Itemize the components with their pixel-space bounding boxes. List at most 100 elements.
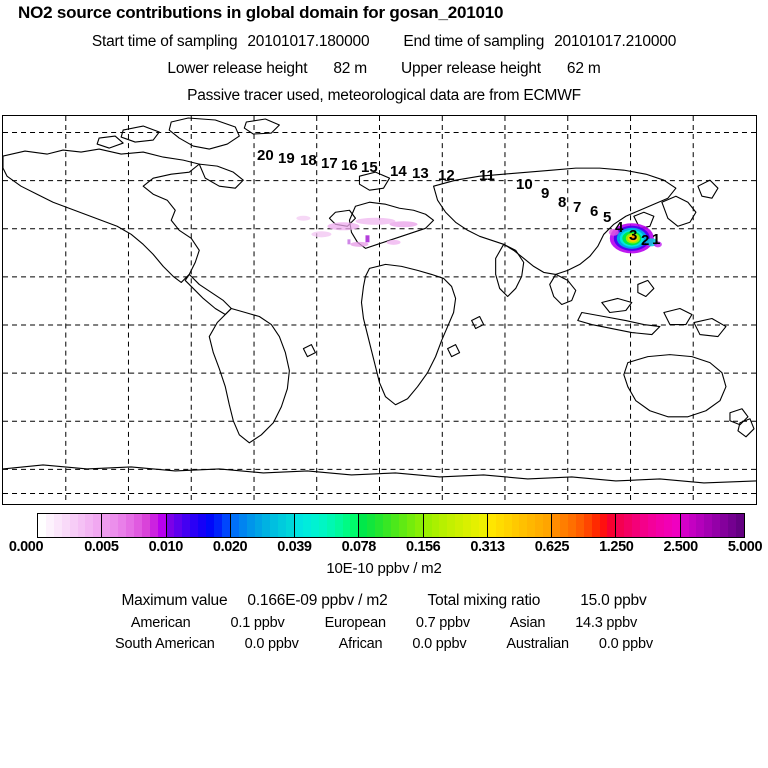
colorbar-cell bbox=[270, 514, 279, 537]
colorbar-cell bbox=[712, 514, 721, 537]
trajectory-hour-label: 8 bbox=[558, 194, 567, 211]
colorbar-segment bbox=[552, 514, 617, 537]
trajectory-hour-label: 14 bbox=[390, 163, 407, 180]
colorbar-segment bbox=[230, 514, 296, 537]
lower-release-value: 82 m bbox=[333, 60, 367, 77]
colorbar-segment bbox=[487, 514, 553, 537]
trajectory-hour-label: 1 bbox=[652, 231, 661, 248]
colorbar-cell bbox=[93, 514, 102, 537]
colorbar-cell bbox=[640, 514, 649, 537]
colorbar-cell bbox=[648, 514, 656, 537]
colorbar-tick: 0.039 bbox=[277, 539, 312, 555]
colorbar-cell bbox=[423, 514, 432, 537]
colorbar-tick: 0.078 bbox=[341, 539, 377, 555]
colorbar-tick: 0.000 bbox=[8, 539, 44, 555]
trajectory-hour-label: 19 bbox=[278, 150, 295, 167]
trajectory-hour-label: 2 bbox=[641, 232, 650, 249]
trajectory-hour-label: 15 bbox=[361, 159, 378, 176]
region-name-european: European bbox=[324, 615, 386, 631]
upper-release-value: 62 m bbox=[566, 60, 601, 77]
colorbar-cell bbox=[511, 514, 520, 537]
colorbar-cell bbox=[736, 514, 744, 537]
colorbar-tick: 0.625 bbox=[534, 539, 570, 555]
colorbar-cell bbox=[38, 514, 46, 537]
trajectory-hour-label: 18 bbox=[300, 152, 317, 169]
colorbar-cell bbox=[198, 514, 207, 537]
colorbar-cell bbox=[149, 514, 158, 537]
colorbar-cell bbox=[447, 514, 456, 537]
colorbar-cell bbox=[334, 514, 343, 537]
colorbar-cell bbox=[118, 514, 126, 537]
colorbar-cell bbox=[439, 514, 448, 537]
colorbar-cell bbox=[624, 514, 633, 537]
colorbar-cell bbox=[359, 514, 368, 537]
colorbar-cell bbox=[671, 514, 680, 537]
region-name-asian: Asian bbox=[509, 615, 546, 631]
colorbar-cell bbox=[575, 514, 584, 537]
colorbar-cell bbox=[632, 514, 641, 537]
colorbar-cell bbox=[688, 514, 697, 537]
start-time-value: 20101017.180000 bbox=[247, 33, 370, 50]
region-value-american: 0.1 ppbv bbox=[230, 615, 285, 631]
trajectory-hour-label: 13 bbox=[412, 165, 429, 182]
colorbar-cell bbox=[367, 514, 376, 537]
colorbar-segment bbox=[359, 514, 424, 537]
lower-release-label: Lower release height bbox=[167, 60, 308, 77]
colorbar-cell bbox=[663, 514, 672, 537]
colorbar-cell bbox=[696, 514, 705, 537]
region-value-south-american: 0.0 ppbv bbox=[244, 636, 299, 652]
colorbar-cell bbox=[616, 514, 625, 537]
colorbar-cell bbox=[326, 514, 335, 537]
colorbar-cell bbox=[398, 514, 407, 537]
graticule-gridlines bbox=[3, 116, 756, 504]
trajectory-hour-label: 12 bbox=[438, 167, 455, 184]
colorbar-cell bbox=[206, 514, 214, 537]
trajectory-hour-label: 17 bbox=[321, 155, 338, 172]
colorbar-cell bbox=[680, 514, 689, 537]
start-time-label: Start time of sampling bbox=[91, 33, 238, 50]
colorbar-segment bbox=[38, 514, 103, 537]
colorbar-cell bbox=[85, 514, 94, 537]
coastline-outlines bbox=[3, 117, 756, 484]
colorbar-tick: 0.005 bbox=[84, 539, 119, 555]
trajectory-hour-label: 3 bbox=[629, 227, 638, 244]
colorbar-segment bbox=[616, 514, 681, 537]
colorbar-cell bbox=[383, 514, 391, 537]
colorbar-segment bbox=[102, 514, 167, 537]
colorbar-cell bbox=[471, 514, 479, 537]
colorbar-cell bbox=[406, 514, 415, 537]
region-value-australian: 0.0 ppbv bbox=[598, 636, 653, 652]
region-name-australian: Australian bbox=[506, 636, 569, 652]
colorbar-cell bbox=[519, 514, 528, 537]
map-inner: 20 19 18 17 16 15 14 13 12 11 10 9 8 7 6 5 4 3 2 1 bbox=[3, 116, 756, 504]
colorbar-segment bbox=[166, 514, 231, 537]
region-value-asian: 14.3 ppbv bbox=[575, 615, 638, 631]
colorbar-cell bbox=[141, 514, 150, 537]
colorbar-cell bbox=[182, 514, 191, 537]
colorbar-cell bbox=[295, 514, 303, 537]
colorbar-cell bbox=[414, 514, 423, 537]
colorbar-cell bbox=[463, 514, 472, 537]
colorbar-tick: 0.020 bbox=[212, 539, 248, 555]
trajectory-hour-label: 7 bbox=[573, 199, 582, 216]
colorbar-cell bbox=[478, 514, 487, 537]
colorbar-cell bbox=[503, 514, 512, 537]
colorbar-cell bbox=[45, 514, 54, 537]
colorbar-cell bbox=[69, 514, 78, 537]
colorbar-segment bbox=[423, 514, 488, 537]
colorbar-cell bbox=[174, 514, 183, 537]
colorbar-cell bbox=[278, 514, 287, 537]
colorbar-tick: 5.000 bbox=[727, 539, 763, 555]
colorbar-cell bbox=[110, 514, 119, 537]
colorbar-cell bbox=[254, 514, 263, 537]
colorbar-cell bbox=[655, 514, 664, 537]
colorbar-cell bbox=[77, 514, 86, 537]
trajectory-hour-label: 11 bbox=[479, 167, 495, 184]
colorbar-segment bbox=[295, 514, 360, 537]
colorbar-cell bbox=[375, 514, 384, 537]
colorbar-tick-labels: 0.000 0.005 0.010 0.020 0.039 0.078 0.156 0.313… bbox=[0, 539, 768, 559]
colorbar-cell bbox=[455, 514, 464, 537]
colorbar-unit-label: 10E-10 ppbv / m2 bbox=[326, 560, 442, 577]
colorbar-cell bbox=[342, 514, 351, 537]
